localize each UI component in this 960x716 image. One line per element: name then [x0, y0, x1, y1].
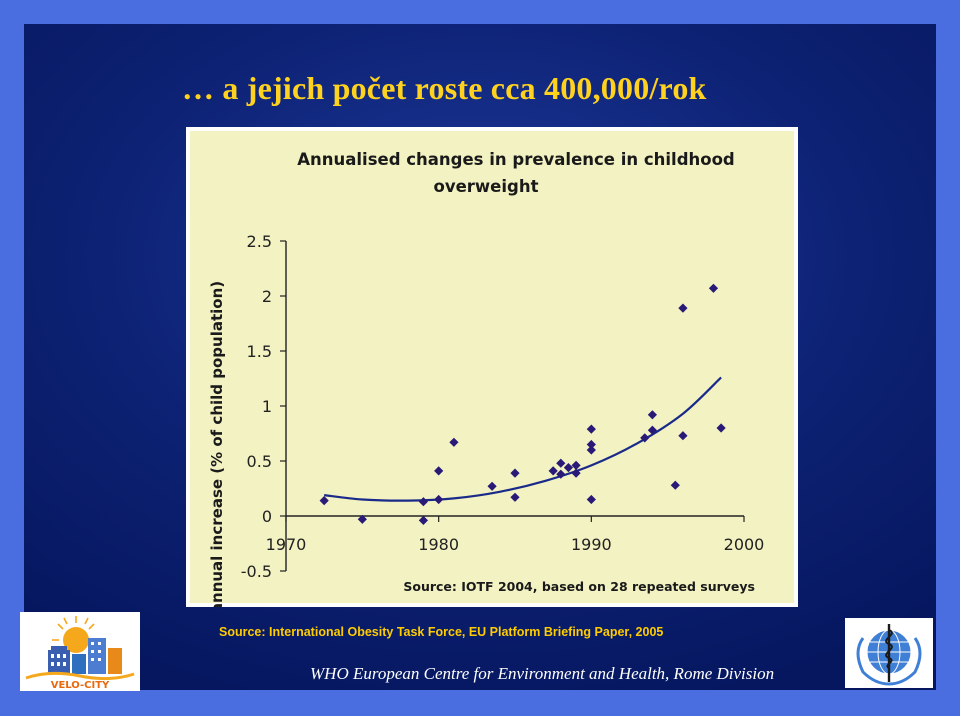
who-emblem: [845, 618, 933, 688]
data-points: [319, 283, 726, 525]
y-tick-label: 0: [262, 507, 272, 526]
source-citation: Source: International Obesity Task Force…: [219, 625, 664, 639]
velo-city-logo: VELO-CITY: [20, 612, 140, 691]
x-tick-label: 1980: [418, 535, 459, 554]
y-tick-label: 1.5: [247, 342, 272, 361]
trend-line: [324, 376, 722, 502]
data-point: [716, 423, 726, 433]
data-point: [510, 468, 520, 478]
data-point: [449, 437, 459, 447]
data-point: [571, 468, 581, 478]
data-point: [434, 466, 444, 476]
velo-city-logo-graphic: VELO-CITY: [25, 616, 135, 691]
data-point: [571, 460, 581, 470]
data-point: [556, 458, 566, 468]
data-point: [510, 492, 520, 502]
tick-labels: 2.5 2 1.5 1 0.5 0 -0.5 1970 1980 1990 2000: [241, 232, 765, 581]
data-point: [678, 303, 688, 313]
y-tick-label: 0.5: [247, 452, 272, 471]
data-point: [586, 494, 596, 505]
velo-city-logo-text: VELO-CITY: [51, 680, 110, 691]
data-point: [548, 466, 558, 476]
data-point: [647, 410, 657, 420]
x-tick-label: 1990: [571, 535, 612, 554]
footer-organization: WHO European Centre for Environment and …: [310, 664, 775, 683]
y-tick-label: 1: [262, 397, 272, 416]
scatter-chart: Annualised changes in prevalence in chil…: [190, 131, 794, 607]
data-point: [418, 515, 428, 525]
data-point: [586, 439, 596, 450]
data-point: [556, 469, 566, 479]
x-tick-label: 1970: [266, 535, 307, 554]
data-point: [319, 496, 329, 506]
y-tick-label: 2.5: [247, 232, 272, 251]
chart-background: [190, 131, 794, 603]
data-point: [487, 481, 497, 491]
chart-panel: Annualised changes in prevalence in chil…: [186, 127, 798, 607]
chart-source-note: Source: IOTF 2004, based on 28 repeated …: [403, 579, 755, 594]
chart-title-line-1: Annualised changes in prevalence in chil…: [297, 150, 735, 169]
data-point: [708, 283, 719, 293]
chart-title-line-2: overweight: [434, 177, 539, 196]
who-emblem-graphic: [845, 618, 933, 688]
x-tick-label: 2000: [724, 535, 765, 554]
data-point: [586, 424, 596, 434]
data-point: [647, 425, 657, 435]
y-tick-label: -0.5: [241, 562, 272, 581]
data-point: [563, 463, 574, 473]
data-point: [670, 480, 680, 490]
y-axis-label: annual increase (% of child population): [208, 281, 226, 607]
data-point: [640, 433, 650, 443]
data-point: [678, 431, 688, 441]
data-point: [586, 445, 596, 455]
y-tick-label: 2: [262, 287, 272, 306]
slide-title: … a jejich počet roste cca 400,000/rok: [182, 70, 707, 106]
